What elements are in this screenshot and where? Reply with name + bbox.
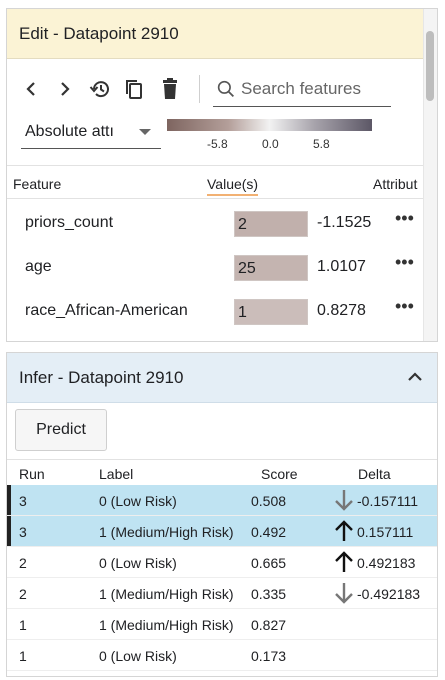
result-score: 0.335 (251, 586, 287, 602)
attribution-select-value: Absolute attı (25, 122, 114, 140)
feature-table-header: Feature Value(s) Attribut (7, 165, 423, 199)
feature-value-input[interactable]: 2 (234, 211, 308, 237)
feature-value-input[interactable]: 1 (234, 299, 308, 325)
arrow-up-icon (335, 551, 353, 572)
predict-button[interactable]: Predict (15, 409, 107, 451)
result-row[interactable]: 3 0 (Low Risk) 0.508 -0.157111 (7, 485, 437, 516)
trash-icon[interactable] (159, 77, 181, 101)
feature-row: race_African-American 1 0.8278 ••• (7, 291, 423, 335)
column-attribution[interactable]: Attribut (373, 176, 418, 192)
result-row[interactable]: 3 1 (Medium/High Risk) 0.492 0.157111 (7, 516, 437, 547)
result-score: 0.492 (251, 524, 287, 540)
colorbar-tick-max: 5.8 (313, 137, 330, 151)
result-row[interactable]: 2 1 (Medium/High Risk) 0.335 -0.492183 (7, 578, 437, 609)
result-label: 1 (Medium/High Risk) (99, 524, 234, 540)
colorbar-tick-min: -5.8 (207, 137, 228, 151)
feature-attribution: 0.8278 (317, 302, 366, 319)
result-label: 0 (Low Risk) (99, 648, 177, 664)
column-delta[interactable]: Delta (358, 466, 391, 482)
result-delta: 0.492183 (357, 555, 416, 571)
result-run: 1 (19, 617, 27, 633)
result-delta: 0.157111 (357, 524, 414, 540)
feature-value-input[interactable]: 25 (234, 255, 308, 281)
column-feature[interactable]: Feature (13, 176, 62, 192)
history-icon[interactable] (89, 77, 111, 101)
search-input[interactable] (241, 78, 391, 99)
chevron-down-icon (139, 129, 151, 135)
more-options-icon[interactable]: ••• (395, 252, 414, 272)
feature-attribution: 1.0107 (317, 258, 366, 275)
colorbar-tick-mid: 0.0 (262, 137, 279, 151)
search-icon (217, 80, 235, 97)
result-label: 1 (Medium/High Risk) (99, 586, 234, 602)
result-run: 3 (19, 524, 27, 540)
result-label: 0 (Low Risk) (99, 493, 177, 509)
column-run[interactable]: Run (19, 466, 45, 482)
arrow-up-icon (335, 520, 353, 541)
arrow-down-icon (335, 583, 353, 604)
copy-icon[interactable] (123, 77, 145, 101)
infer-panel: Infer - Datapoint 2910 Predict Run Label… (6, 352, 438, 677)
result-delta: -0.492183 (357, 586, 421, 602)
chevron-right-icon[interactable] (54, 77, 76, 101)
result-run: 1 (19, 648, 27, 664)
feature-row: age 25 1.0107 ••• (7, 247, 423, 291)
feature-name: race_African-American (25, 302, 188, 319)
more-options-icon[interactable]: ••• (395, 296, 414, 316)
chevron-left-icon[interactable] (20, 77, 42, 101)
feature-row (7, 335, 423, 341)
edit-toolbar (7, 69, 423, 109)
edit-scrollbar[interactable] (423, 9, 437, 341)
column-label[interactable]: Label (99, 466, 134, 482)
edit-scrollbar-thumb[interactable] (426, 31, 434, 101)
result-delta: -0.157111 (357, 493, 418, 509)
infer-panel-title: Infer - Datapoint 2910 (19, 367, 184, 387)
chevron-up-icon[interactable] (407, 369, 423, 385)
infer-panel-header: Infer - Datapoint 2910 (7, 353, 437, 403)
feature-row: priors_count 2 -1.1525 ••• (7, 203, 423, 247)
result-row[interactable]: 1 1 (Medium/High Risk) 0.827 (7, 609, 437, 640)
feature-name: priors_count (25, 214, 114, 231)
attribution-select[interactable]: Absolute attı (21, 115, 161, 149)
results-table-header: Run Label Score Delta (7, 459, 437, 485)
toolbar-divider (199, 75, 200, 103)
edit-panel: Edit - Datapoint 2910 Absolute attı -5.8… (6, 8, 438, 342)
result-score: 0.665 (251, 555, 287, 571)
edit-panel-title: Edit - Datapoint 2910 (19, 23, 179, 43)
more-options-icon[interactable]: ••• (395, 208, 414, 228)
result-row[interactable]: 2 0 (Low Risk) 0.665 0.492183 (7, 547, 437, 578)
result-score: 0.508 (251, 493, 287, 509)
attribution-colorbar (167, 119, 372, 131)
search-box[interactable] (213, 71, 391, 107)
edit-panel-header: Edit - Datapoint 2910 (7, 9, 437, 59)
arrow-down-icon (335, 490, 353, 511)
feature-name: age (25, 258, 52, 275)
result-run: 2 (19, 555, 27, 571)
result-label: 1 (Medium/High Risk) (99, 617, 234, 633)
result-label: 0 (Low Risk) (99, 555, 177, 571)
column-value[interactable]: Value(s) (207, 176, 259, 196)
result-run: 2 (19, 586, 27, 602)
column-score[interactable]: Score (261, 466, 298, 482)
feature-attribution: -1.1525 (317, 214, 372, 231)
result-score: 0.173 (251, 648, 287, 664)
result-row[interactable]: 1 0 (Low Risk) 0.173 (7, 640, 437, 671)
result-score: 0.827 (251, 617, 287, 633)
result-run: 3 (19, 493, 27, 509)
